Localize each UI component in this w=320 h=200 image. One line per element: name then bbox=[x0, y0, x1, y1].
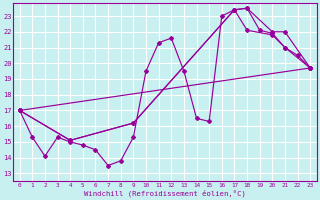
X-axis label: Windchill (Refroidissement éolien,°C): Windchill (Refroidissement éolien,°C) bbox=[84, 189, 246, 197]
